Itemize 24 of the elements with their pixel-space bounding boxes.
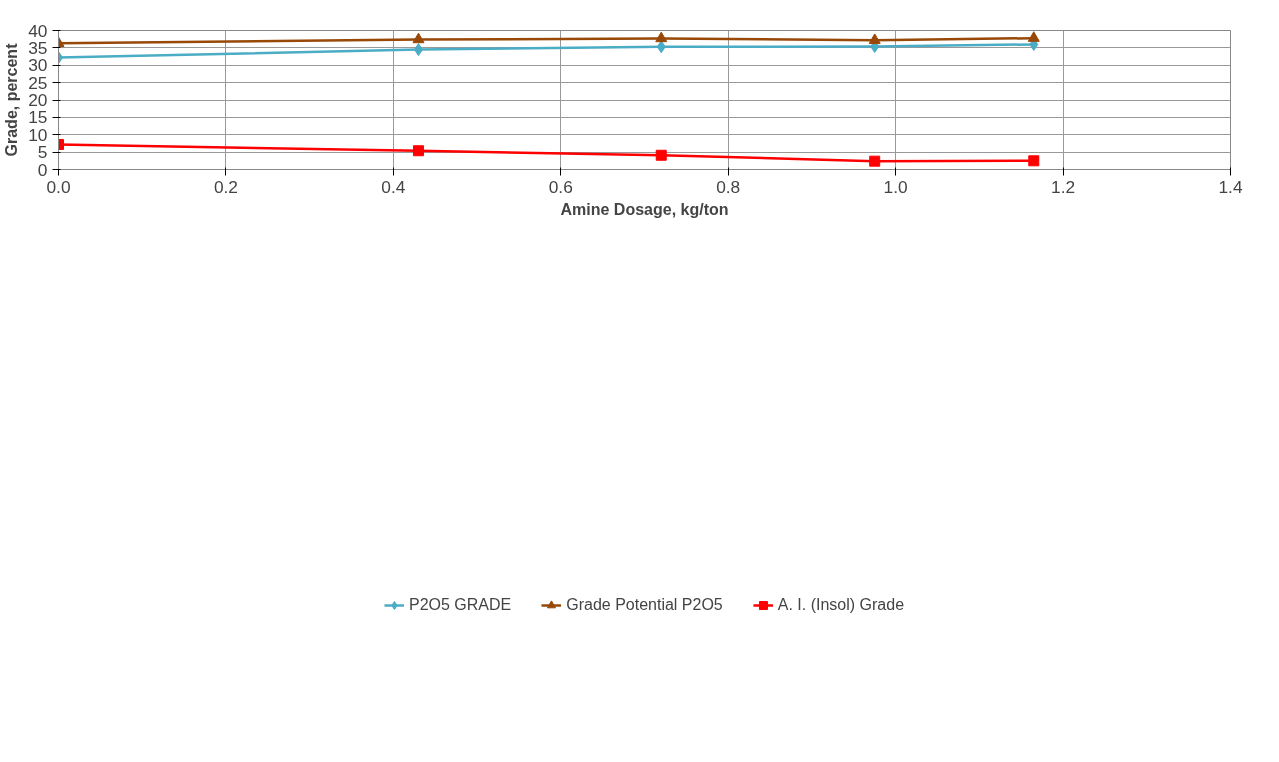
x-tick-label: 1.0 bbox=[883, 176, 908, 197]
y-axis-title: Grade, percent bbox=[3, 42, 21, 157]
x-tick-label: 1.4 bbox=[1218, 176, 1243, 197]
x-tick-label: 0.8 bbox=[716, 176, 741, 197]
y-tick-label: 20 bbox=[28, 90, 48, 110]
x-tick-label: 0.2 bbox=[213, 176, 238, 197]
x-tick-label: 0.4 bbox=[381, 176, 406, 197]
point bbox=[656, 40, 666, 54]
point bbox=[1027, 31, 1040, 42]
point bbox=[869, 155, 881, 167]
legend-label: A. I. (Insol) Grade bbox=[777, 596, 905, 614]
point bbox=[655, 149, 667, 161]
point bbox=[868, 33, 881, 44]
point bbox=[413, 43, 423, 57]
x-tick-label: 0.6 bbox=[548, 176, 573, 197]
legend-label: Grade Potential P2O5 bbox=[566, 596, 723, 614]
x-axis-title: Amine Dosage, kg/ton bbox=[560, 200, 729, 218]
point bbox=[412, 145, 424, 157]
point bbox=[1028, 155, 1040, 167]
x-tick-label: 1.2 bbox=[1051, 176, 1076, 197]
legend-label: P2O5 GRADE bbox=[408, 596, 512, 614]
point bbox=[412, 32, 425, 44]
x-tick-label: 0.0 bbox=[46, 176, 71, 197]
point bbox=[655, 31, 668, 43]
